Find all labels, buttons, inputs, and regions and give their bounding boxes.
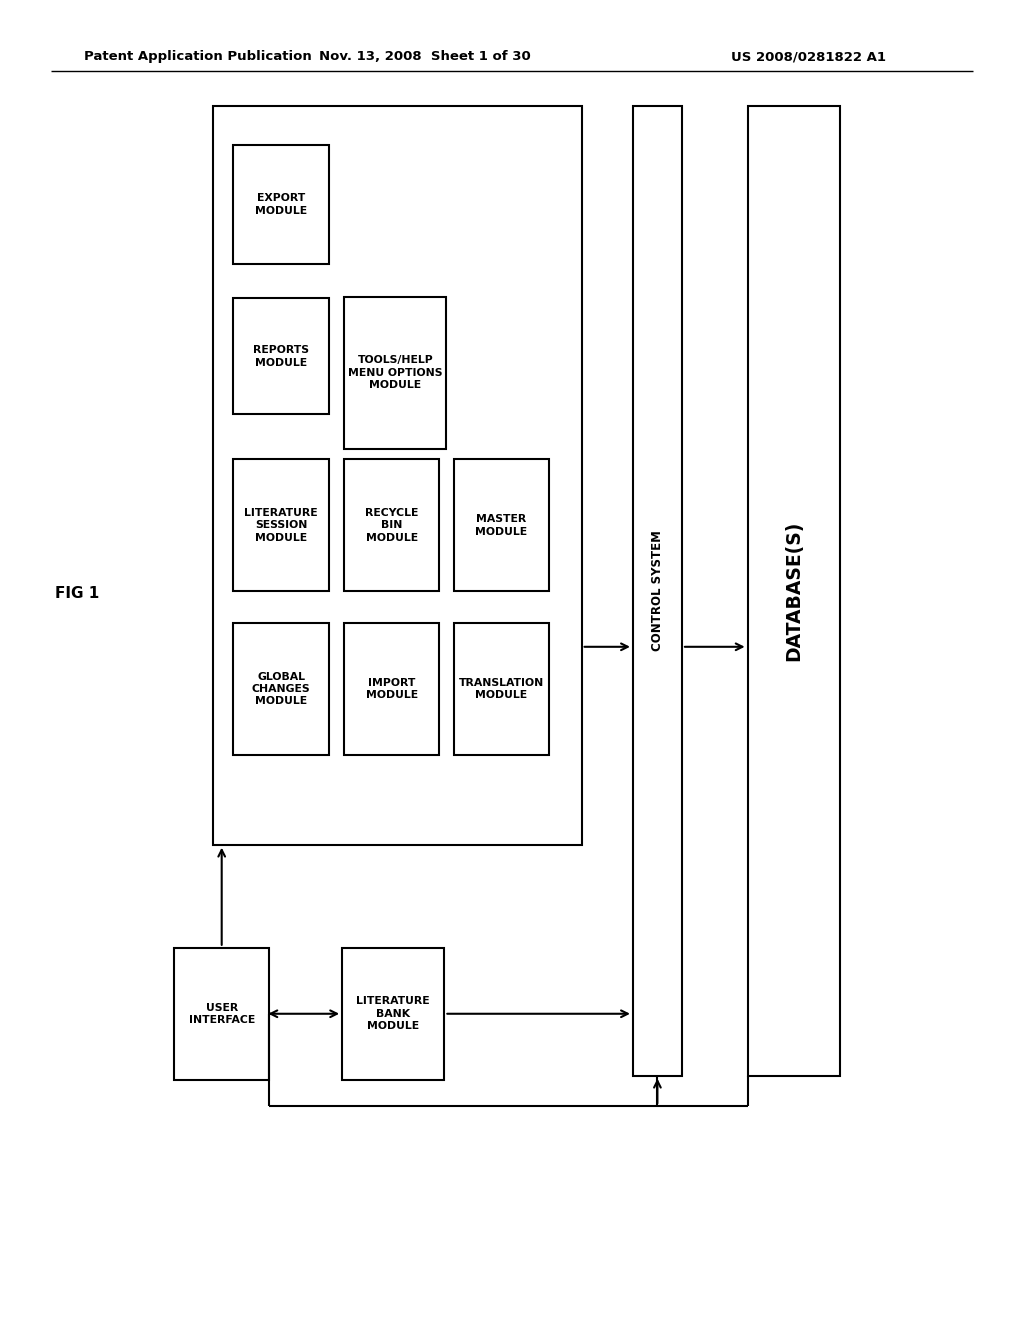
- Bar: [233, 145, 329, 264]
- Bar: [233, 459, 329, 591]
- Text: USER
INTERFACE: USER INTERFACE: [188, 1003, 255, 1024]
- Bar: [213, 106, 582, 845]
- Text: CONTROL SYSTEM: CONTROL SYSTEM: [651, 531, 664, 651]
- Text: RECYCLE
BIN
MODULE: RECYCLE BIN MODULE: [365, 508, 419, 543]
- Bar: [233, 623, 329, 755]
- Text: REPORTS
MODULE: REPORTS MODULE: [253, 346, 309, 367]
- Text: GLOBAL
CHANGES
MODULE: GLOBAL CHANGES MODULE: [252, 672, 310, 706]
- Text: LITERATURE
SESSION
MODULE: LITERATURE SESSION MODULE: [245, 508, 317, 543]
- Text: Nov. 13, 2008  Sheet 1 of 30: Nov. 13, 2008 Sheet 1 of 30: [319, 50, 530, 63]
- Bar: [633, 106, 682, 1076]
- Text: FIG 1: FIG 1: [54, 586, 99, 602]
- Text: Patent Application Publication: Patent Application Publication: [84, 50, 311, 63]
- Bar: [344, 297, 446, 449]
- Text: DATABASE(S): DATABASE(S): [784, 520, 803, 661]
- Bar: [454, 459, 549, 591]
- Text: LITERATURE
BANK
MODULE: LITERATURE BANK MODULE: [356, 997, 430, 1031]
- Bar: [233, 298, 329, 414]
- Bar: [344, 623, 439, 755]
- Bar: [748, 106, 840, 1076]
- Bar: [342, 948, 444, 1080]
- Bar: [454, 623, 549, 755]
- Text: TOOLS/HELP
MENU OPTIONS
MODULE: TOOLS/HELP MENU OPTIONS MODULE: [348, 355, 442, 391]
- Text: TRANSLATION
MODULE: TRANSLATION MODULE: [459, 678, 544, 700]
- Text: IMPORT
MODULE: IMPORT MODULE: [366, 678, 418, 700]
- Bar: [174, 948, 269, 1080]
- Text: US 2008/0281822 A1: US 2008/0281822 A1: [731, 50, 887, 63]
- Text: MASTER
MODULE: MASTER MODULE: [475, 515, 527, 536]
- Bar: [344, 459, 439, 591]
- Text: EXPORT
MODULE: EXPORT MODULE: [255, 194, 307, 215]
